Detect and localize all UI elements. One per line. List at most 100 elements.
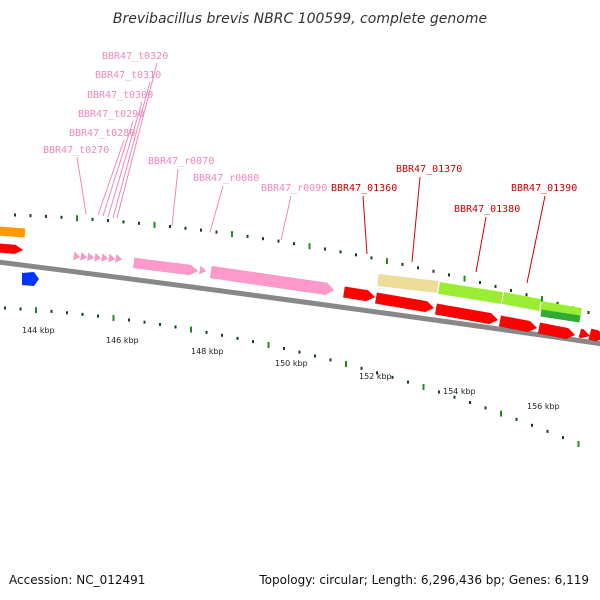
tick-mark [370,256,373,260]
kbp-label: 146 kbp [106,336,139,345]
tick-mark [484,406,487,410]
tick-mark [541,295,543,302]
kbp-label: 152 kbp [359,372,392,381]
rrna-feature-long [209,265,335,296]
tick-mark [386,258,388,265]
lime-feature-shape [438,282,503,304]
lime-feature [438,282,503,304]
tick-mark [546,429,549,433]
rrna-feature-small [199,265,207,275]
cds-feature [434,303,499,325]
trna-feature-shape [80,251,88,261]
tick-mark [66,311,68,315]
tick-mark [577,440,580,447]
trna-feature-shape [94,252,102,262]
tick-mark [262,237,264,241]
gene-label: BBR47_t0320 [102,51,168,62]
gene-label: BBR47_t0310 [95,70,161,81]
leader-line [209,185,224,233]
tick-mark [391,375,394,379]
tick-mark [453,395,456,399]
trna-feature-shape [115,253,123,263]
leader-line [102,120,134,217]
tick-mark [97,314,99,318]
tick-mark [494,284,497,288]
cds-feature-shape [578,328,591,339]
gene-label: BBR47_r0090 [261,183,327,194]
map-title: Brevibacillus brevis NBRC 100599, comple… [113,11,487,27]
cds-feature-left-shape [0,243,24,255]
tick-mark [153,221,156,228]
tick-mark [231,231,233,238]
tick-mark [221,333,223,337]
lime-feature [501,292,542,311]
tick-mark [14,213,16,217]
rrna-feature [133,257,199,276]
leader-line [475,216,487,273]
dark-green-feature-shape [540,309,581,323]
orange-feature [0,226,26,238]
tick-mark [308,243,311,250]
tick-mark [324,247,326,251]
tick-mark [432,269,435,273]
tick-mark [345,361,347,368]
trna-feature [108,253,116,263]
tan-feature [377,274,439,293]
tick-mark [184,226,187,230]
trna-feature [115,253,123,263]
tick-mark [128,318,130,322]
tick-mark [112,314,115,321]
label-leader-lines [76,62,546,284]
trna-feature [101,253,109,262]
tick-mark [45,214,47,218]
gene-label: BBR47_t0290 [78,109,144,120]
tick-mark [531,423,533,427]
cds-feature [374,292,435,313]
lime-feature [540,301,582,318]
lower-tick-track [4,306,580,447]
blue-feature [22,272,39,286]
gene-label: BBR47_t0300 [87,90,153,101]
trna-feature-shape [73,251,81,261]
tick-mark [205,330,208,334]
tick-mark [76,215,78,222]
tick-mark [19,307,22,311]
tick-mark [138,221,140,225]
gene-label: BBR47_t0270 [43,145,109,156]
tick-mark [515,417,518,421]
tick-mark [469,401,471,404]
tick-mark [510,289,512,293]
tick-mark [122,220,125,224]
lime-feature-shape [501,292,542,311]
dark-green-feature [540,309,581,323]
tick-mark [293,242,295,246]
gene-label: BBR47_01390 [511,183,577,194]
leader-line [107,101,143,218]
trna-feature [73,251,81,261]
cds-feature [588,328,600,342]
tick-mark [236,336,239,340]
gene-label: BBR47_r0080 [193,173,259,184]
tick-mark [448,273,450,277]
tick-mark [35,307,37,314]
cds-feature [578,328,591,339]
tick-mark [360,366,363,370]
tick-mark [50,309,53,313]
tick-mark [159,323,161,326]
leader-line [76,156,87,215]
kbp-label: 150 kbp [275,359,308,368]
tick-mark [417,266,419,270]
feature-track [0,226,600,342]
tick-mark [215,230,218,234]
tick-mark [174,325,177,329]
tick-mark [500,410,502,417]
leader-line [362,195,368,255]
leader-line [280,195,292,241]
cds-feature [342,286,376,302]
tick-mark [200,228,202,232]
kbp-label: 154 kbp [443,387,476,396]
rrna-feature-shape [133,257,199,276]
tick-mark [107,219,109,223]
trna-feature [87,252,95,262]
